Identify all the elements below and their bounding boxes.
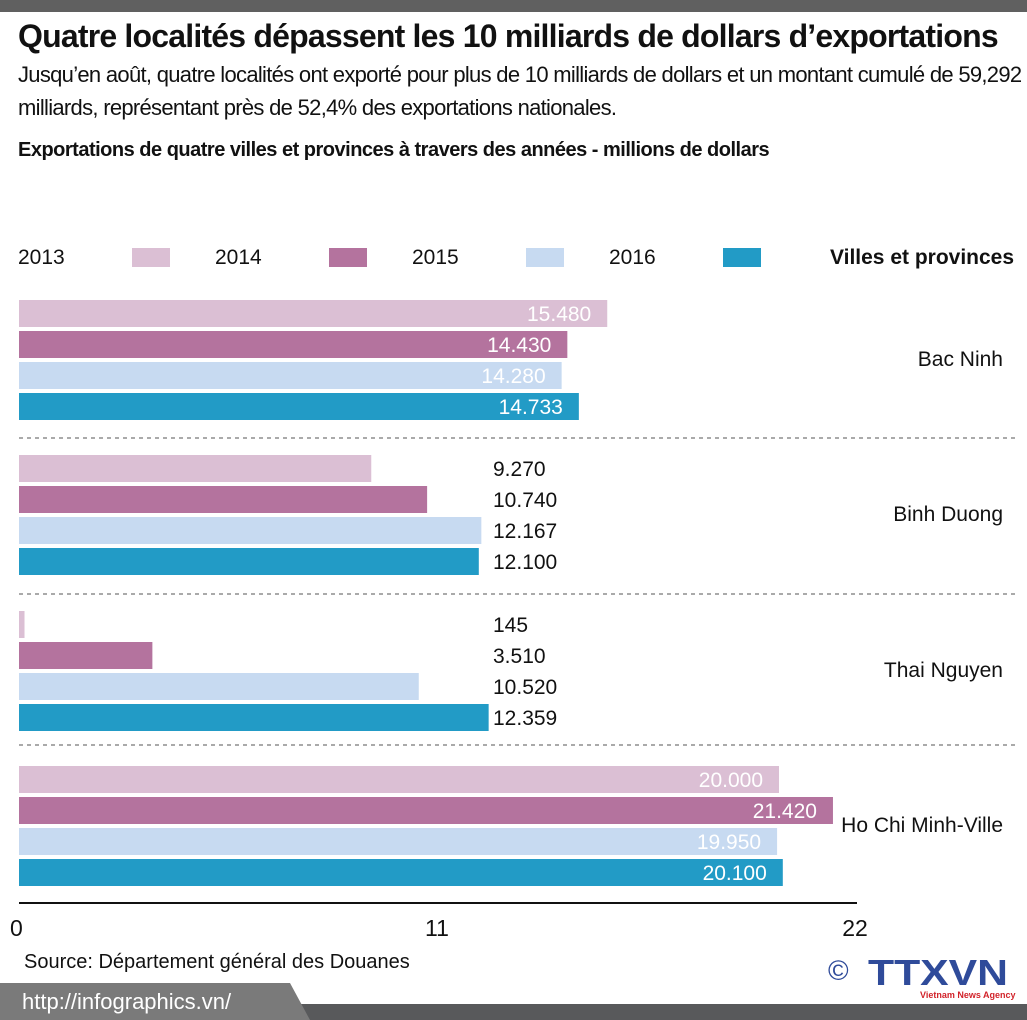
data-label: 145 bbox=[493, 614, 528, 637]
legend-swatch-2013 bbox=[132, 248, 170, 267]
bar-thai-nguyen-2014 bbox=[19, 642, 153, 669]
bar-binh-duong-2014 bbox=[19, 486, 428, 513]
data-label: 14.280 bbox=[481, 365, 545, 388]
data-label: 12.359 bbox=[493, 707, 557, 730]
data-label: 20.100 bbox=[703, 862, 767, 885]
bar-thai-nguyen-2015 bbox=[19, 673, 419, 700]
x-tick-label: 0 bbox=[10, 915, 23, 941]
bar-bac-ninh-2014 bbox=[19, 331, 568, 358]
chart-title: Exportations de quatre villes et provinc… bbox=[18, 139, 770, 161]
legend-swatch-2016 bbox=[723, 248, 761, 267]
legend-label-2015: 2015 bbox=[412, 246, 459, 269]
bar-binh-duong-2013 bbox=[19, 455, 372, 482]
page-title: Quatre localités dépassent les 10 millia… bbox=[18, 18, 999, 54]
bar-bac-ninh-2016 bbox=[19, 393, 579, 420]
x-tick-label: 11 bbox=[425, 915, 449, 941]
website-link[interactable]: http://infographics.vn/ bbox=[22, 989, 232, 1014]
url-tab bbox=[0, 983, 310, 1020]
data-label: 12.100 bbox=[493, 551, 557, 574]
svg-text:Vietnam News Agency: Vietnam News Agency bbox=[920, 990, 1016, 1000]
legend-swatch-2015 bbox=[526, 248, 564, 267]
svg-text:TTXVN: TTXVN bbox=[868, 954, 1008, 993]
data-label: 14.430 bbox=[487, 334, 551, 357]
legend-header: Villes et provinces bbox=[830, 246, 1015, 269]
copyright-icon: © bbox=[828, 955, 849, 986]
bar-bac-ninh-2013 bbox=[19, 300, 608, 327]
legend-swatch-2014 bbox=[329, 248, 367, 267]
ttxvn-logo: © TTXVN Vietnam News Agency bbox=[828, 954, 1016, 1000]
category-label: Bac Ninh bbox=[918, 348, 1003, 371]
category-label: Thai Nguyen bbox=[884, 659, 1003, 682]
data-label: 9.270 bbox=[493, 458, 546, 481]
bar-ho-chi-minh-ville-2013 bbox=[19, 766, 779, 793]
bar-ho-chi-minh-ville-2014 bbox=[19, 797, 833, 824]
bar-ho-chi-minh-ville-2016 bbox=[19, 859, 783, 886]
page-subtitle: Jusqu’en août, quatre localités ont expo… bbox=[18, 62, 1022, 120]
data-label: 20.000 bbox=[699, 769, 763, 792]
data-label: 10.520 bbox=[493, 676, 557, 699]
bar-thai-nguyen-2016 bbox=[19, 704, 489, 731]
data-label: 3.510 bbox=[493, 645, 546, 668]
data-label: 14.733 bbox=[499, 396, 563, 419]
legend-label-2014: 2014 bbox=[215, 246, 262, 269]
category-label: Binh Duong bbox=[893, 503, 1003, 526]
bar-thai-nguyen-2013 bbox=[19, 611, 25, 638]
data-label: 21.420 bbox=[753, 800, 817, 823]
source-note: Source: Département général des Douanes bbox=[24, 951, 410, 973]
data-label: 15.480 bbox=[527, 303, 591, 326]
bar-binh-duong-2016 bbox=[19, 548, 479, 575]
legend-label-2013: 2013 bbox=[18, 246, 65, 269]
legend-label-2016: 2016 bbox=[609, 246, 656, 269]
category-label: Ho Chi Minh-Ville bbox=[841, 814, 1003, 837]
bar-bac-ninh-2015 bbox=[19, 362, 562, 389]
x-tick-label: 22 bbox=[842, 915, 868, 941]
bar-ho-chi-minh-ville-2015 bbox=[19, 828, 778, 855]
bar-binh-duong-2015 bbox=[19, 517, 482, 544]
top-bar bbox=[0, 0, 1027, 12]
data-label: 19.950 bbox=[697, 831, 761, 854]
header: Quatre localités dépassent les 10 millia… bbox=[18, 16, 1023, 162]
data-label: 12.167 bbox=[493, 520, 557, 543]
data-label: 10.740 bbox=[493, 489, 557, 512]
